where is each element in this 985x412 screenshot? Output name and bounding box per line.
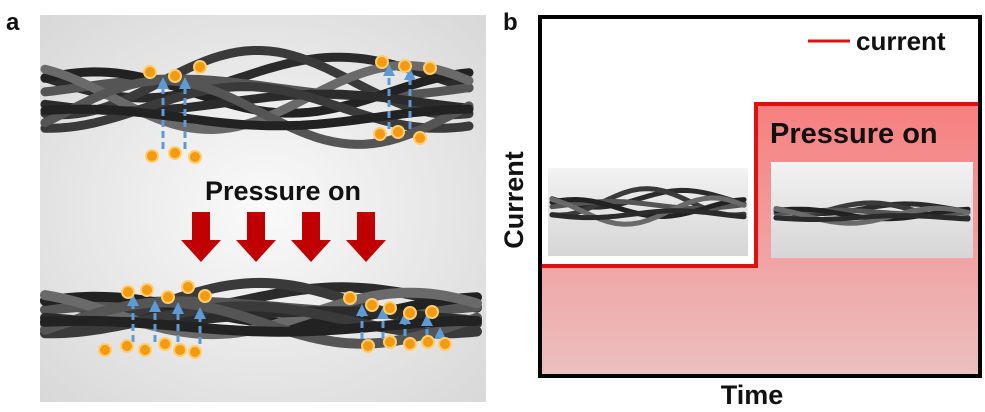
charge-dot (199, 290, 211, 302)
charge-dot (426, 306, 438, 318)
charge-dot (362, 340, 374, 352)
charge-dot (399, 60, 411, 72)
charge-dot (141, 284, 153, 296)
charge-dot (189, 151, 201, 163)
charge-dot (189, 346, 201, 358)
charge-dot (194, 61, 206, 73)
legend-label: current (856, 26, 946, 56)
charge-dot (404, 307, 416, 319)
figure: a Pressure on b current Pressure on Curr… (0, 0, 985, 412)
charge-dot (384, 302, 396, 314)
charge-dot (99, 344, 111, 356)
panel-label: b (503, 9, 518, 36)
charge-dot (392, 126, 404, 138)
charge-dot (384, 336, 396, 348)
charge-dot (121, 340, 133, 352)
charge-dot (169, 147, 181, 159)
charge-dot (146, 150, 158, 162)
charge-dot (366, 299, 378, 311)
annotation: Pressure on (770, 118, 938, 150)
charge-dot (144, 66, 156, 78)
charge-dot (162, 291, 174, 303)
charge-dot (374, 128, 386, 140)
charge-dot (422, 336, 434, 348)
charge-dot (122, 286, 134, 298)
charge-dot (344, 292, 356, 304)
charge-dot (174, 344, 186, 356)
charge-dot (159, 338, 171, 350)
panel-label: a (6, 9, 20, 36)
charge-dot (424, 62, 436, 74)
y-axis-label: Current (499, 151, 529, 249)
x-axis-label: Time (721, 380, 784, 410)
charge-dot (169, 70, 181, 82)
charge-dot (414, 132, 426, 144)
charge-dot (139, 344, 151, 356)
charge-dot (439, 338, 451, 350)
charge-dot (376, 56, 388, 68)
charge-dot (182, 281, 194, 293)
charge-dot (404, 338, 416, 350)
pressure-caption: Pressure on (205, 176, 361, 206)
